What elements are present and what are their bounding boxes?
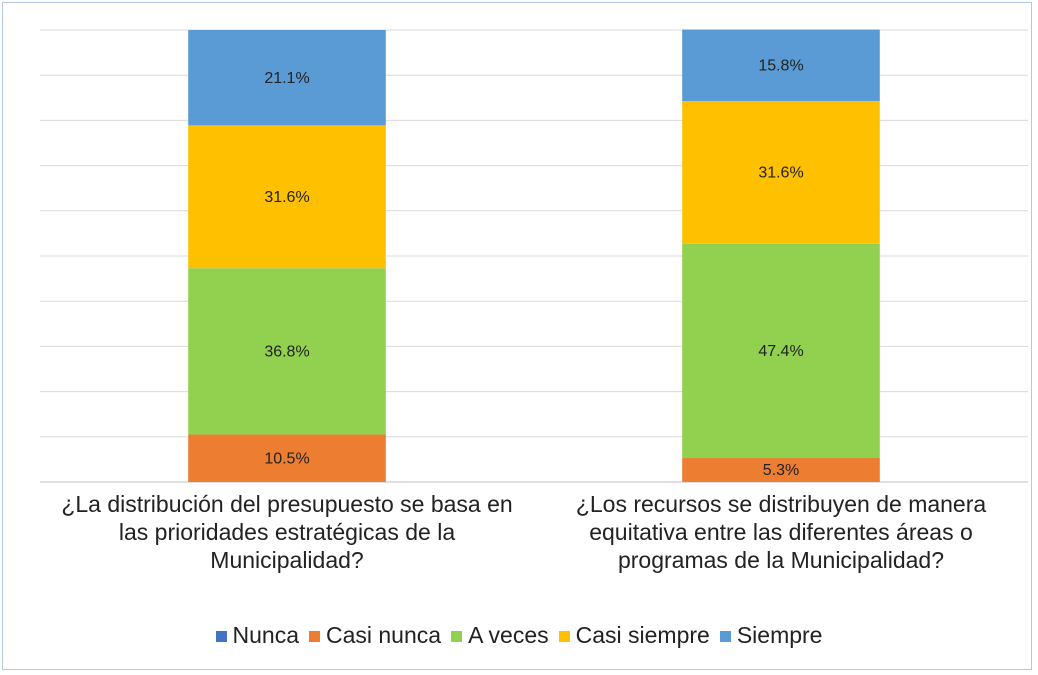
- bar-segment: [682, 458, 880, 482]
- legend-swatch: [215, 631, 227, 643]
- bar-segment: [682, 29, 880, 101]
- legend-label: A veces: [468, 622, 549, 648]
- data-label: 21.1%: [264, 70, 309, 87]
- legend-item: Nunca: [215, 622, 299, 649]
- data-label: 36.8%: [264, 344, 309, 361]
- data-label: 31.6%: [758, 165, 803, 182]
- legend-item: Casi nunca: [308, 622, 442, 649]
- legend: Nunca Casi nunca A veces Casi siempre Siempr…: [0, 622, 1038, 649]
- data-label: 15.8%: [758, 57, 803, 74]
- legend-swatch: [558, 631, 570, 643]
- bar-segment: [682, 100, 880, 244]
- bar-segment: [188, 125, 386, 269]
- legend-label: Siempre: [736, 622, 823, 648]
- x-tick-label: ¿La distribución del presupuesto se basa…: [61, 491, 513, 573]
- x-tick-label: ¿Los recursos se distribuyen de manera e…: [575, 491, 987, 573]
- legend-item: A veces: [451, 622, 549, 649]
- legend-swatch: [308, 631, 320, 643]
- legend-label: Casi siempre: [575, 622, 710, 648]
- legend-item: Siempre: [719, 622, 823, 649]
- legend-item: Casi siempre: [558, 622, 710, 649]
- data-label: 5.3%: [763, 462, 799, 479]
- data-label: 31.6%: [264, 189, 309, 206]
- bar-segment: [188, 30, 386, 126]
- legend-swatch: [451, 631, 463, 643]
- bar-segment: [188, 434, 386, 482]
- legend-label: Casi nunca: [325, 622, 442, 648]
- bar-segment: [682, 243, 880, 459]
- legend-swatch: [719, 631, 731, 643]
- legend-label: Nunca: [232, 622, 299, 648]
- bar-segment: [188, 268, 386, 435]
- data-label: 47.4%: [758, 343, 803, 360]
- data-label: 10.5%: [264, 450, 309, 467]
